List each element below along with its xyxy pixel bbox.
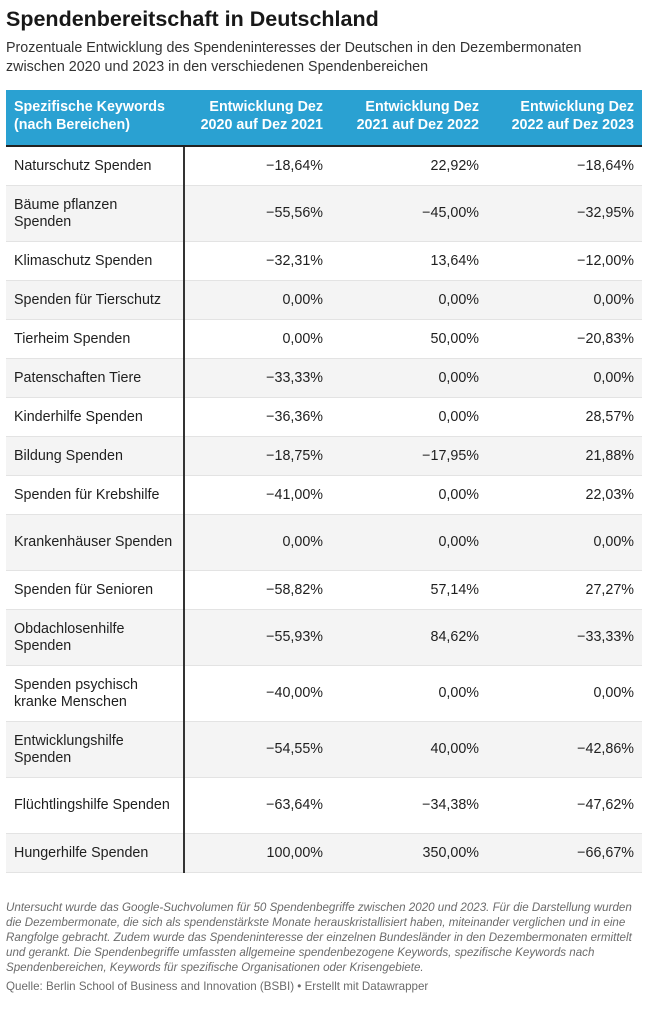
value-cell: −55,56% bbox=[184, 185, 331, 242]
value-cell: −32,95% bbox=[487, 185, 642, 242]
value-cell: 0,00% bbox=[331, 475, 487, 515]
value-cell: 100,00% bbox=[184, 833, 331, 873]
table-row: Flüchtlingshilfe Spenden −63,64% −34,38% −4… bbox=[6, 777, 642, 834]
value-cell: −33,33% bbox=[184, 358, 331, 398]
value-cell: 28,57% bbox=[487, 397, 642, 437]
keyword-cell: Klimaschutz Spenden bbox=[6, 241, 185, 281]
table-row: Spenden für Krebshilfe −41,00% 0,00% 22,03% bbox=[6, 475, 642, 515]
value-cell: −18,64% bbox=[487, 146, 642, 186]
value-cell: 21,88% bbox=[487, 436, 642, 476]
table-row: Kinderhilfe Spenden −36,36% 0,00% 28,57% bbox=[6, 397, 642, 437]
value-cell: 0,00% bbox=[184, 280, 331, 320]
value-cell: −20,83% bbox=[487, 319, 642, 359]
value-cell: −18,75% bbox=[184, 436, 331, 476]
value-cell: 57,14% bbox=[331, 570, 487, 610]
value-cell: −54,55% bbox=[184, 721, 331, 778]
column-header-2020-2021[interactable]: Entwicklung Dez 2020 auf Dez 2021 bbox=[184, 90, 331, 147]
value-cell: 0,00% bbox=[487, 665, 642, 722]
value-cell: 13,64% bbox=[331, 241, 487, 281]
table-row: Spenden für Tierschutz 0,00% 0,00% 0,00% bbox=[6, 280, 642, 320]
value-cell: 0,00% bbox=[184, 514, 331, 571]
chart-container: Spendenbereitschaft in Deutschland Proze… bbox=[6, 7, 642, 993]
value-cell: 27,27% bbox=[487, 570, 642, 610]
value-cell: 40,00% bbox=[331, 721, 487, 778]
chart-footnote: Untersucht wurde das Google-Suchvolumen … bbox=[6, 901, 632, 974]
keyword-cell: Patenschaften Tiere bbox=[6, 358, 185, 398]
value-cell: 50,00% bbox=[331, 319, 487, 359]
value-cell: −45,00% bbox=[331, 185, 487, 242]
table-body: Naturschutz Spenden −18,64% 22,92% −18,64% B… bbox=[6, 146, 642, 873]
keyword-cell: Tierheim Spenden bbox=[6, 319, 185, 359]
table-row: Bäume pflanzen Spenden −55,56% −45,00% −32,… bbox=[6, 185, 642, 242]
value-cell: −66,67% bbox=[487, 833, 642, 873]
table-row: Bildung Spenden −18,75% −17,95% 21,88% bbox=[6, 436, 642, 476]
value-cell: 0,00% bbox=[331, 514, 487, 571]
value-cell: 0,00% bbox=[487, 358, 642, 398]
value-cell: 0,00% bbox=[487, 514, 642, 571]
value-cell: 0,00% bbox=[331, 358, 487, 398]
keyword-cell: Bildung Spenden bbox=[6, 436, 185, 476]
chart-subtitle: Prozentuale Entwicklung des Spendeninter… bbox=[6, 40, 582, 75]
keyword-cell: Kinderhilfe Spenden bbox=[6, 397, 185, 437]
value-cell: −17,95% bbox=[331, 436, 487, 476]
keyword-cell: Spenden für Krebshilfe bbox=[6, 475, 185, 515]
table-row: Spenden psychisch kranke Menschen −40,00%… bbox=[6, 665, 642, 722]
keyword-cell: Spenden für Tierschutz bbox=[6, 280, 185, 320]
keyword-cell: Naturschutz Spenden bbox=[6, 146, 185, 186]
value-cell: 0,00% bbox=[331, 397, 487, 437]
value-cell: −58,82% bbox=[184, 570, 331, 610]
table-row: Klimaschutz Spenden −32,31% 13,64% −12,00% bbox=[6, 241, 642, 281]
value-cell: −34,38% bbox=[331, 777, 487, 834]
column-header-keywords[interactable]: Spezifische Keywords (nach Bereichen) bbox=[6, 90, 184, 147]
chart-source: Quelle: Berlin School of Business and In… bbox=[6, 980, 429, 993]
column-header-2021-2022[interactable]: Entwicklung Dez 2021 auf Dez 2022 bbox=[331, 90, 487, 147]
data-table: Spezifische Keywords (nach Bereichen) En… bbox=[6, 90, 642, 873]
table-row: Krankenhäuser Spenden 0,00% 0,00% 0,00% bbox=[6, 514, 642, 571]
value-cell: −40,00% bbox=[184, 665, 331, 722]
keyword-cell: Entwicklungshilfe Spenden bbox=[6, 721, 185, 778]
keyword-cell: Krankenhäuser Spenden bbox=[6, 514, 185, 571]
table-row: Entwicklungshilfe Spenden −54,55% 40,00% −4… bbox=[6, 721, 642, 778]
keyword-cell: Spenden psychisch kranke Menschen bbox=[6, 665, 185, 722]
value-cell: 0,00% bbox=[487, 280, 642, 320]
value-cell: 22,92% bbox=[331, 146, 487, 186]
value-cell: −12,00% bbox=[487, 241, 642, 281]
table-row: Spenden für Senioren −58,82% 57,14% 27,27% bbox=[6, 570, 642, 610]
table-header: Spezifische Keywords (nach Bereichen) En… bbox=[6, 90, 642, 147]
value-cell: −32,31% bbox=[184, 241, 331, 281]
keyword-cell: Hungerhilfe Spenden bbox=[6, 833, 185, 873]
table-row: Tierheim Spenden 0,00% 50,00% −20,83% bbox=[6, 319, 642, 359]
value-cell: 0,00% bbox=[331, 665, 487, 722]
table-row: Patenschaften Tiere −33,33% 0,00% 0,00% bbox=[6, 358, 642, 398]
table-header-row: Spezifische Keywords (nach Bereichen) En… bbox=[6, 90, 642, 147]
value-cell: −41,00% bbox=[184, 475, 331, 515]
table-row: Hungerhilfe Spenden 100,00% 350,00% −66,67% bbox=[6, 833, 642, 873]
keyword-cell: Spenden für Senioren bbox=[6, 570, 185, 610]
keyword-cell: Obdachlosenhilfe Spenden bbox=[6, 609, 185, 666]
value-cell: 0,00% bbox=[331, 280, 487, 320]
value-cell: 22,03% bbox=[487, 475, 642, 515]
value-cell: −42,86% bbox=[487, 721, 642, 778]
table-row: Naturschutz Spenden −18,64% 22,92% −18,64% bbox=[6, 146, 642, 186]
keyword-cell: Bäume pflanzen Spenden bbox=[6, 185, 185, 242]
chart-title: Spendenbereitschaft in Deutschland bbox=[6, 7, 379, 31]
value-cell: −18,64% bbox=[184, 146, 331, 186]
keyword-cell: Flüchtlingshilfe Spenden bbox=[6, 777, 185, 834]
value-cell: −33,33% bbox=[487, 609, 642, 666]
value-cell: −63,64% bbox=[184, 777, 331, 834]
value-cell: −47,62% bbox=[487, 777, 642, 834]
value-cell: 84,62% bbox=[331, 609, 487, 666]
value-cell: 350,00% bbox=[331, 833, 487, 873]
value-cell: 0,00% bbox=[184, 319, 331, 359]
value-cell: −55,93% bbox=[184, 609, 331, 666]
column-header-2022-2023[interactable]: Entwicklung Dez 2022 auf Dez 2023 bbox=[487, 90, 642, 147]
value-cell: −36,36% bbox=[184, 397, 331, 437]
table-row: Obdachlosenhilfe Spenden −55,93% 84,62% −33… bbox=[6, 609, 642, 666]
